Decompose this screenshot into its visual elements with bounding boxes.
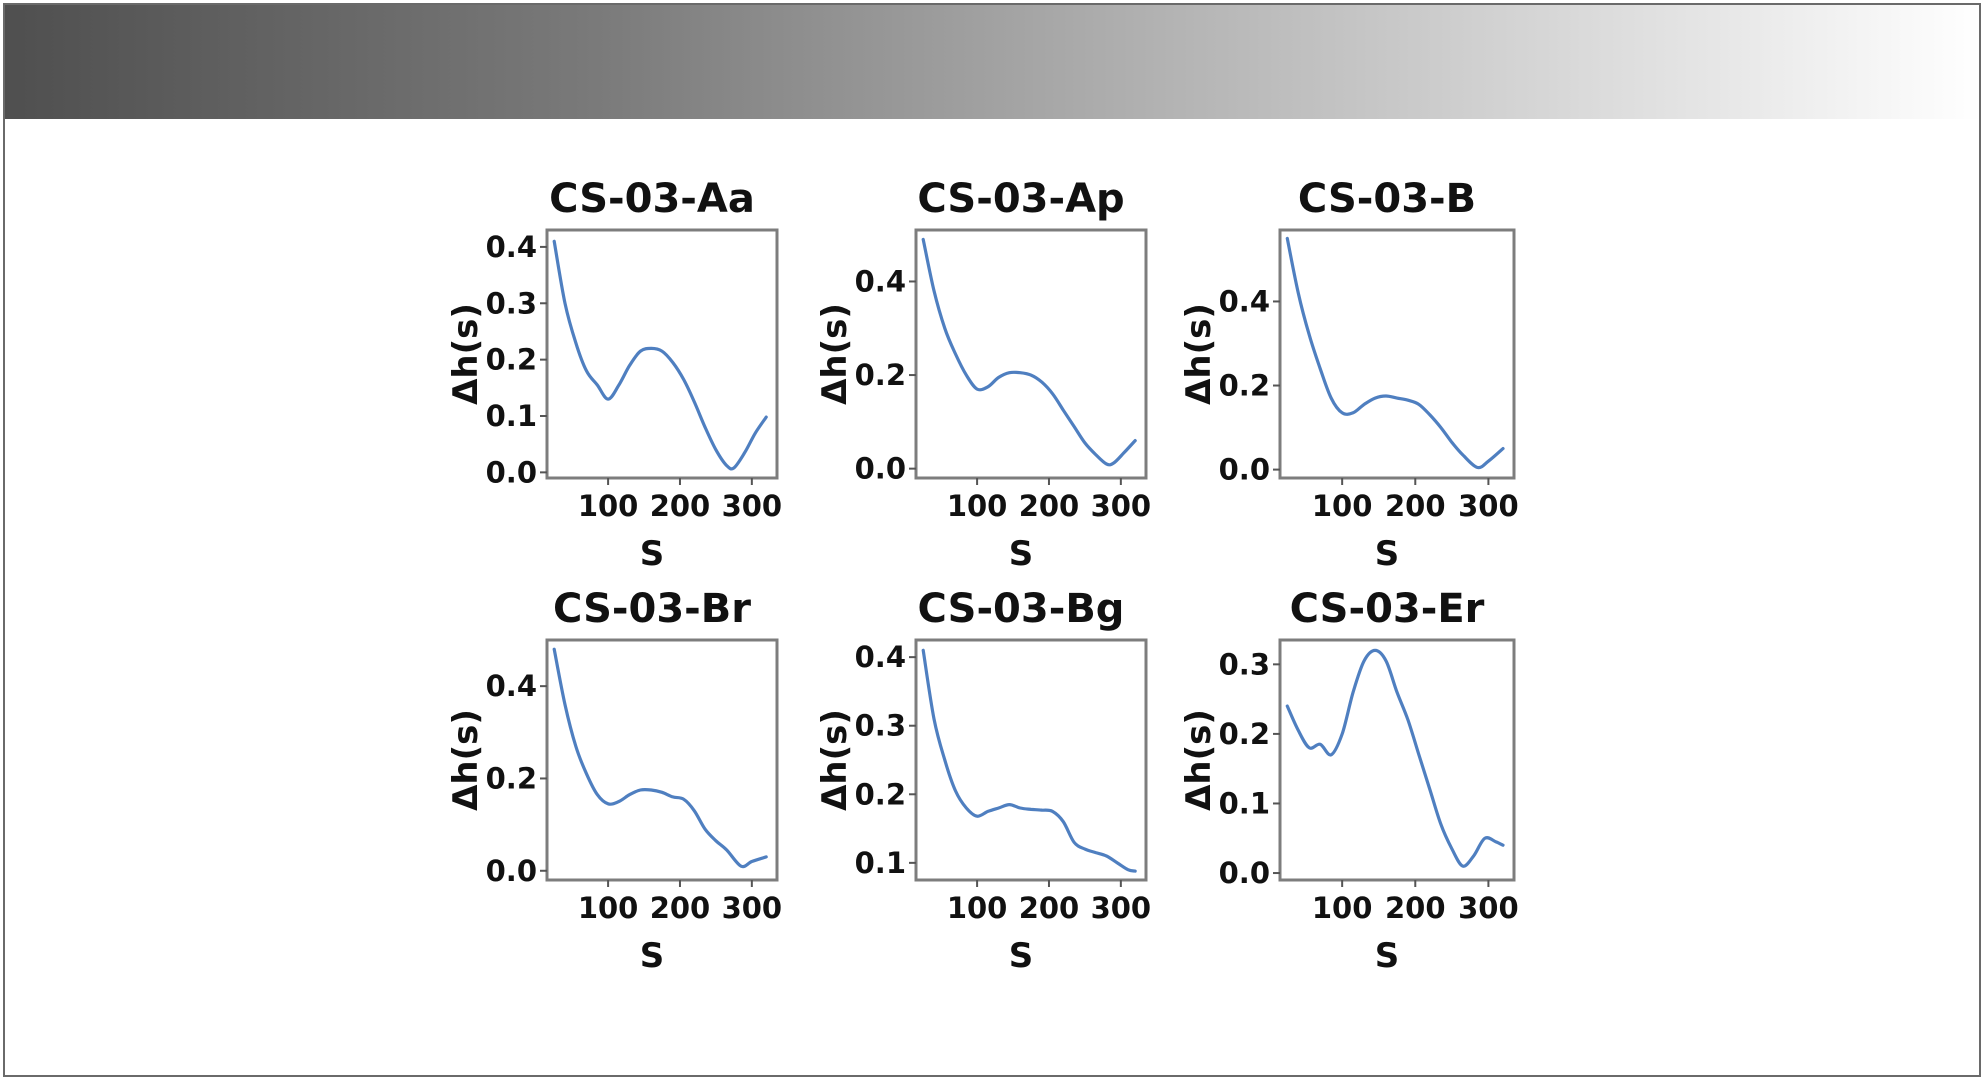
x-tick-label: 200 <box>1019 891 1080 925</box>
frame-border <box>3 3 1981 1077</box>
y-tick-label: 0.2 <box>1219 369 1270 403</box>
series-line <box>1285 648 1505 868</box>
x-tick-label: 300 <box>1091 891 1152 925</box>
series-line <box>1285 236 1505 470</box>
panel-title: CS-03-Aa <box>549 176 755 222</box>
panel-title: CS-03-Bg <box>918 586 1125 632</box>
panel-title: CS-03-B <box>1298 176 1476 222</box>
y-axis-label: Δh(s) <box>1179 709 1219 811</box>
y-tick-label: 0.2 <box>1219 717 1270 751</box>
chart-panel: CS-03-Bg 0.1 0.2 0.3 0.4 100 200 300 S Δh(s) <box>815 586 1151 976</box>
y-tick-label: 0.3 <box>1219 647 1270 681</box>
y-axis-label: Δh(s) <box>815 709 855 811</box>
plot-area <box>914 638 1148 882</box>
x-axis-label: S <box>640 936 665 976</box>
x-tick-label: 100 <box>1312 891 1373 925</box>
y-tick-label: 0.3 <box>486 286 537 320</box>
panel-title: CS-03-Er <box>1290 586 1485 632</box>
y-tick-label: 0.4 <box>486 230 537 264</box>
y-tick-label: 0.0 <box>855 452 906 486</box>
y-tick-label: 0.0 <box>486 854 537 888</box>
x-tick-label: 100 <box>947 489 1008 523</box>
y-axis-label: Δh(s) <box>1179 303 1219 405</box>
y-tick-label: 0.4 <box>486 669 537 703</box>
x-axis-label: S <box>1375 936 1400 976</box>
y-axis-label: Δh(s) <box>446 709 486 811</box>
x-tick-label: 100 <box>578 489 639 523</box>
y-tick-label: 0.2 <box>855 777 906 811</box>
chart-panel: CS-03-Aa 0.0 0.1 0.2 0.3 0.4 100 200 300 S Δh(s) <box>446 176 782 574</box>
chart-panel: CS-03-B 0.0 0.2 0.4 100 200 300 S Δh(s) <box>1179 176 1519 574</box>
y-tick-label: 0.4 <box>855 640 906 674</box>
x-tick-label: 100 <box>1312 489 1373 523</box>
x-tick-label: 300 <box>1458 891 1519 925</box>
x-axis-label: S <box>1009 534 1034 574</box>
x-tick-label: 300 <box>722 891 783 925</box>
plot-area <box>545 638 779 882</box>
y-tick-label: 0.0 <box>486 455 537 489</box>
x-tick-label: 300 <box>722 489 783 523</box>
y-tick-label: 0.3 <box>855 709 906 743</box>
y-tick-label: 0.1 <box>855 846 906 880</box>
y-tick-label: 0.2 <box>486 761 537 795</box>
chart-panel: CS-03-Er 0.0 0.1 0.2 0.3 100 200 300 S Δh(s) <box>1179 586 1519 976</box>
y-tick-label: 0.2 <box>486 343 537 377</box>
y-axis-label: Δh(s) <box>815 303 855 405</box>
x-tick-label: 300 <box>1091 489 1152 523</box>
chart-panel: CS-03-Br 0.0 0.2 0.4 100 200 300 S Δh(s) <box>446 586 782 976</box>
x-tick-label: 300 <box>1458 489 1519 523</box>
y-tick-label: 0.4 <box>855 264 906 298</box>
panel-title: CS-03-Ap <box>917 176 1124 222</box>
x-axis-label: S <box>1009 936 1034 976</box>
x-tick-label: 200 <box>1385 489 1446 523</box>
y-tick-label: 0.4 <box>1219 284 1270 318</box>
y-tick-label: 0.1 <box>1219 786 1270 820</box>
plot-area <box>1278 638 1516 882</box>
series-line <box>921 648 1137 873</box>
y-axis-label: Δh(s) <box>446 303 486 405</box>
plot-area <box>1278 228 1516 480</box>
y-tick-label: 0.0 <box>1219 856 1270 890</box>
x-tick-label: 200 <box>650 891 711 925</box>
x-tick-label: 100 <box>578 891 639 925</box>
series-line <box>921 237 1137 467</box>
header-band <box>3 3 1981 119</box>
x-axis-label: S <box>640 534 665 574</box>
plot-area <box>545 228 779 480</box>
series-line <box>552 239 768 471</box>
x-tick-label: 200 <box>1385 891 1446 925</box>
y-tick-label: 0.2 <box>855 358 906 392</box>
x-axis-label: S <box>1375 534 1400 574</box>
x-tick-label: 200 <box>1019 489 1080 523</box>
x-tick-label: 200 <box>650 489 711 523</box>
x-tick-label: 100 <box>947 891 1008 925</box>
panel-title: CS-03-Br <box>553 586 751 632</box>
chart-panel: CS-03-Ap 0.0 0.2 0.4 100 200 300 S Δh(s) <box>815 176 1151 574</box>
plot-area <box>914 228 1148 480</box>
series-line <box>552 647 768 869</box>
y-tick-label: 0.0 <box>1219 453 1270 487</box>
y-tick-label: 0.1 <box>486 399 537 433</box>
